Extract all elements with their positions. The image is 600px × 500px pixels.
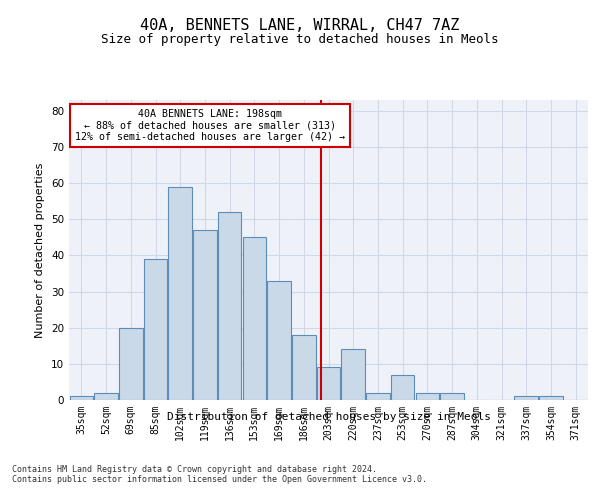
- Text: Size of property relative to detached houses in Meols: Size of property relative to detached ho…: [101, 32, 499, 46]
- Text: Distribution of detached houses by size in Meols: Distribution of detached houses by size …: [167, 412, 491, 422]
- Bar: [193, 230, 217, 400]
- Bar: [268, 280, 291, 400]
- Bar: [242, 238, 266, 400]
- Y-axis label: Number of detached properties: Number of detached properties: [35, 162, 46, 338]
- Text: 40A, BENNETS LANE, WIRRAL, CH47 7AZ: 40A, BENNETS LANE, WIRRAL, CH47 7AZ: [140, 18, 460, 32]
- Bar: [144, 259, 167, 400]
- Bar: [539, 396, 563, 400]
- Bar: [391, 374, 415, 400]
- Bar: [440, 393, 464, 400]
- Bar: [218, 212, 241, 400]
- Bar: [514, 396, 538, 400]
- Bar: [292, 335, 316, 400]
- Text: 40A BENNETS LANE: 198sqm
← 88% of detached houses are smaller (313)
12% of semi-: 40A BENNETS LANE: 198sqm ← 88% of detach…: [75, 109, 345, 142]
- Bar: [94, 393, 118, 400]
- Bar: [169, 186, 192, 400]
- Text: Contains HM Land Registry data © Crown copyright and database right 2024.
Contai: Contains HM Land Registry data © Crown c…: [12, 465, 427, 484]
- Bar: [119, 328, 143, 400]
- Bar: [317, 368, 340, 400]
- Bar: [341, 350, 365, 400]
- Bar: [366, 393, 389, 400]
- Bar: [70, 396, 93, 400]
- Bar: [416, 393, 439, 400]
